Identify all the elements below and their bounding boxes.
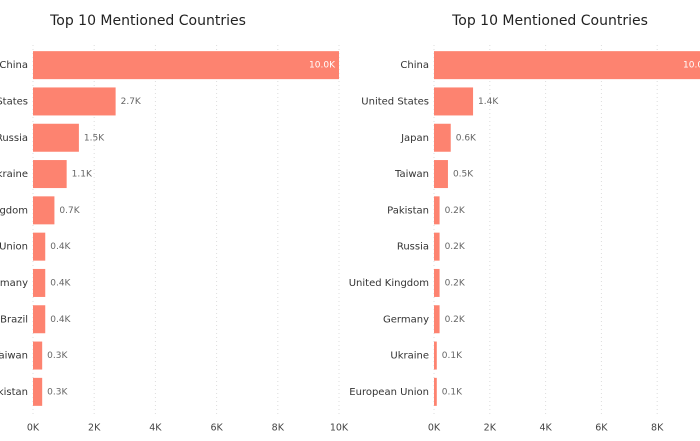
y-tick-label: United States xyxy=(361,96,429,107)
data-label: 10.0K xyxy=(683,61,700,71)
y-tick-label: European Union xyxy=(349,387,429,398)
data-label: 0.4K xyxy=(50,315,71,325)
x-tick-label: 8K xyxy=(651,423,664,434)
bar xyxy=(33,268,46,297)
y-tick-label: China xyxy=(400,60,429,71)
bar xyxy=(33,87,116,116)
bar xyxy=(33,196,55,225)
x-tick-label: 10K xyxy=(330,423,349,434)
y-tick-label: United Kingdom xyxy=(0,205,28,216)
bar xyxy=(434,305,440,334)
data-label: 0.4K xyxy=(50,278,71,288)
data-label: 10.0K xyxy=(309,61,336,71)
y-tick-label: China xyxy=(0,60,28,71)
y-tick-label: Russia xyxy=(0,133,28,144)
data-label: 0.5K xyxy=(453,170,474,180)
bar xyxy=(33,341,43,370)
y-tick-label: Pakistan xyxy=(0,387,28,398)
y-tick-label: Russia xyxy=(397,242,429,253)
data-label: 0.1K xyxy=(442,351,463,361)
data-label: 0.2K xyxy=(445,242,466,252)
bar xyxy=(434,232,440,261)
y-tick-label: European Union xyxy=(0,242,28,253)
x-tick-label: 6K xyxy=(595,423,608,434)
data-label: 0.6K xyxy=(456,133,477,143)
x-tick-label: 2K xyxy=(484,423,497,434)
y-tick-label: Ukraine xyxy=(390,351,429,362)
chart-title: Top 10 Mentioned Countries xyxy=(451,13,648,29)
y-tick-label: Taiwan xyxy=(0,351,28,362)
y-tick-label: Germany xyxy=(383,314,429,325)
y-tick-label: United Kingdom xyxy=(349,278,429,289)
y-tick-label: Ukraine xyxy=(0,169,28,180)
x-tick-label: 0K xyxy=(428,423,441,434)
bar xyxy=(434,87,474,116)
data-label: 0.2K xyxy=(445,206,466,216)
bar xyxy=(33,160,67,189)
x-tick-label: 8K xyxy=(272,423,285,434)
data-label: 0.3K xyxy=(47,387,68,397)
y-tick-label: Brazil xyxy=(0,314,28,325)
x-tick-label: 4K xyxy=(539,423,552,434)
chart-title: Top 10 Mentioned Countries xyxy=(49,13,246,29)
y-tick-label: Taiwan xyxy=(394,169,429,180)
bar xyxy=(33,377,43,406)
data-label: 0.2K xyxy=(445,315,466,325)
data-label: 0.2K xyxy=(445,278,466,288)
x-tick-label: 2K xyxy=(88,423,101,434)
data-label: 0.1K xyxy=(442,387,463,397)
x-tick-label: 4K xyxy=(149,423,162,434)
y-tick-label: Pakistan xyxy=(387,205,429,216)
data-label: 0.7K xyxy=(59,206,80,216)
bar xyxy=(434,123,451,152)
bar xyxy=(33,232,46,261)
data-label: 1.4K xyxy=(478,97,499,107)
bar xyxy=(434,268,440,297)
y-tick-label: Japan xyxy=(400,133,429,144)
bar xyxy=(434,196,440,225)
bar xyxy=(434,160,448,189)
data-label: 1.1K xyxy=(72,170,93,180)
data-label: 2.7K xyxy=(121,97,142,107)
bar xyxy=(33,305,46,334)
bar xyxy=(33,51,339,80)
bar xyxy=(434,377,437,406)
x-tick-label: 6K xyxy=(210,423,223,434)
bar xyxy=(33,123,79,152)
bar xyxy=(434,51,700,80)
data-label: 0.4K xyxy=(50,242,71,252)
x-tick-label: 0K xyxy=(27,423,40,434)
y-tick-label: Germany xyxy=(0,278,28,289)
bar xyxy=(434,341,437,370)
data-label: 1.5K xyxy=(84,133,105,143)
data-label: 0.3K xyxy=(47,351,68,361)
y-tick-label: United States xyxy=(0,96,28,107)
